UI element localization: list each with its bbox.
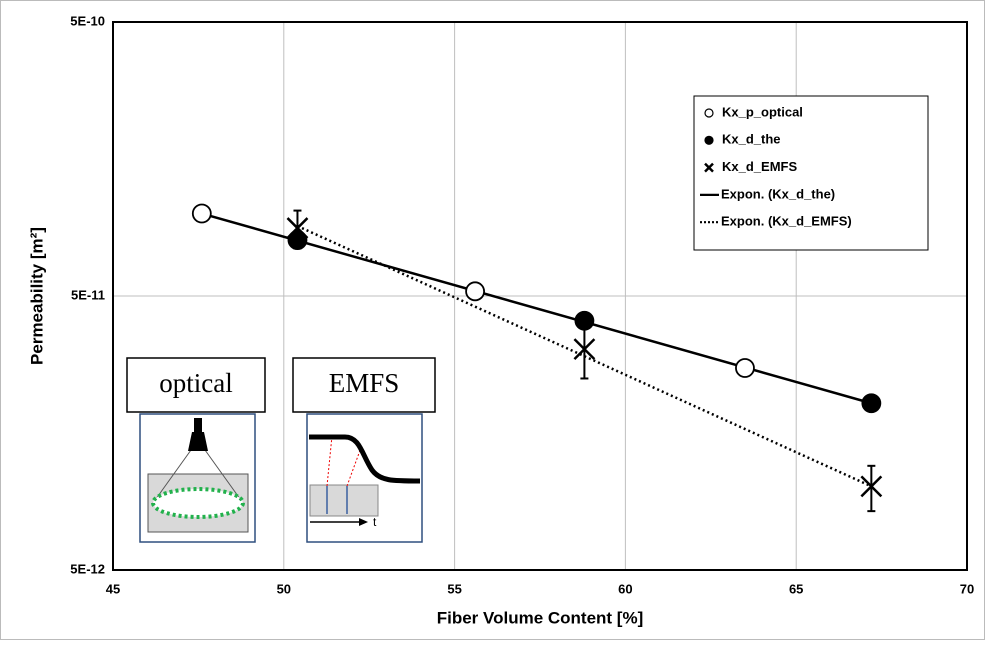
inset-box xyxy=(126,357,266,413)
trend-line xyxy=(201,212,872,405)
marker xyxy=(573,338,596,360)
x-tick-label: 45 xyxy=(106,581,120,596)
legend: Kx_p_optical Kx_d_the Kx_d_EMFS Expon. (Kx_… xyxy=(693,95,929,251)
marker-shape xyxy=(191,203,212,224)
marker-shape xyxy=(860,475,883,498)
marker-shape xyxy=(704,135,714,145)
signal-panel xyxy=(309,484,379,517)
x-tick-label: 60 xyxy=(618,581,632,596)
y-tick-label: 5E-10 xyxy=(70,13,105,28)
plot-border xyxy=(112,21,968,571)
x-axis-label: Fiber Volume Content [%] xyxy=(437,608,644,627)
x-tick-label: 65 xyxy=(789,581,803,596)
lamp xyxy=(188,432,208,451)
marker-shape xyxy=(704,162,714,173)
marker-shape xyxy=(286,217,309,239)
y-tick-label: 5E-11 xyxy=(71,287,105,302)
marker-shape xyxy=(573,338,596,360)
marker-shape xyxy=(861,393,882,414)
time-label: t xyxy=(373,515,377,529)
marker xyxy=(191,203,212,224)
marker xyxy=(735,358,755,378)
marker xyxy=(465,281,485,302)
guide xyxy=(346,444,363,487)
y-tick-label: 5E-12 xyxy=(70,561,105,576)
marker xyxy=(861,393,882,414)
marker-shape xyxy=(735,358,755,378)
legend-label: Expon. (Kx_d_EMFS) xyxy=(721,214,852,229)
error-bar xyxy=(867,464,876,513)
legend-label: Kx_d_the xyxy=(722,132,781,147)
y-axis-label: Permeability [m²] xyxy=(27,227,46,365)
x-tick-label: 55 xyxy=(447,581,461,596)
emfs-inset: EMFS t xyxy=(292,357,436,543)
legend-swatch xyxy=(704,108,714,118)
time-arrow xyxy=(359,518,368,526)
marker xyxy=(860,475,883,498)
inset-box xyxy=(292,357,436,413)
error-bar xyxy=(580,324,589,380)
lamp xyxy=(194,418,202,432)
legend-box xyxy=(693,95,929,251)
guide xyxy=(326,435,333,487)
marker-shape xyxy=(704,108,714,118)
legend-swatch xyxy=(704,162,714,173)
legend-label: Kx_p_optical xyxy=(722,104,803,119)
x-tick-label: 70 xyxy=(960,581,974,596)
optical-inset: optical xyxy=(126,357,266,543)
inset-label: EMFS xyxy=(329,368,400,398)
legend-label: Expon. (Kx_d_the) xyxy=(721,186,835,201)
legend-swatch xyxy=(704,135,714,145)
legend-label: Kx_d_EMFS xyxy=(722,159,797,174)
flow-front xyxy=(151,487,245,519)
plot-area: 45 50 55 60 65 70 5E-12 5E-11 5E-10 xyxy=(70,13,974,596)
signal-curve xyxy=(309,434,421,484)
inset-label: optical xyxy=(159,368,232,398)
x-tick-label: 50 xyxy=(277,581,291,596)
marker-shape xyxy=(465,281,485,302)
marker xyxy=(286,217,309,239)
